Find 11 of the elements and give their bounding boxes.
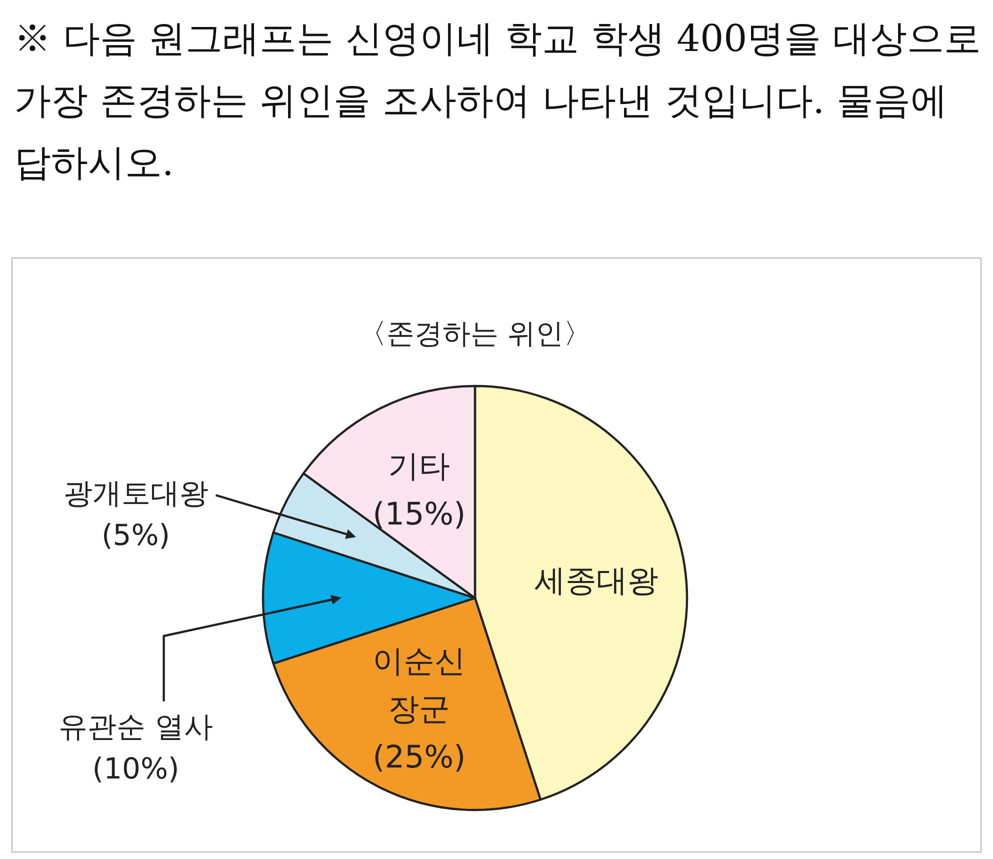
data-label: (5%) <box>101 518 170 552</box>
data-label: (25%) <box>372 740 466 776</box>
slice-label: 유관순 열사 <box>58 709 213 744</box>
slice-label: 세종대왕 <box>534 562 658 599</box>
chart-title: ※ 다음 원그래프는 신영이네 학교 학생 400명을 대상으로 가장 존경하는 위인을 조사하여 나타낸 것입니다. 물음에 답하시오. <box>14 16 982 186</box>
slice-label: 기타 <box>388 448 450 484</box>
data-label: (10%) <box>92 751 180 786</box>
data-label: (15%) <box>372 496 466 532</box>
slice-label: 이순신 장군 <box>372 644 466 728</box>
slice-label: 광개토대왕 <box>63 476 208 510</box>
chart-subtitle: 〈존경하는 위인〉 <box>358 317 592 350</box>
